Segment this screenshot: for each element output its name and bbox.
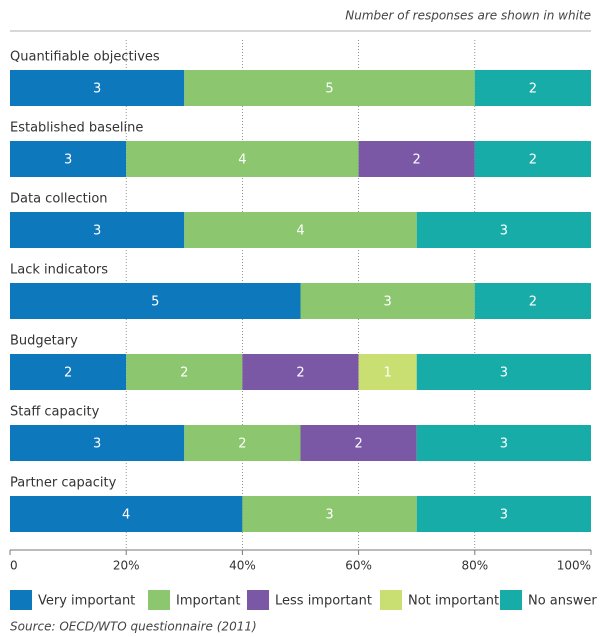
bar-segment bbox=[10, 425, 185, 461]
response-count: 2 bbox=[354, 437, 362, 452]
response-count: 3 bbox=[93, 437, 101, 452]
response-count: 3 bbox=[64, 153, 72, 168]
bar-segment bbox=[416, 354, 591, 390]
bar-segment bbox=[10, 354, 127, 390]
response-count: 4 bbox=[296, 224, 304, 239]
response-count: 2 bbox=[413, 153, 421, 168]
response-count: 4 bbox=[238, 153, 246, 168]
response-count: 2 bbox=[180, 366, 188, 381]
response-count: 2 bbox=[296, 366, 304, 381]
response-count: 2 bbox=[529, 82, 537, 97]
response-count: 2 bbox=[64, 366, 72, 381]
bar-segment bbox=[300, 283, 475, 319]
bar-segment bbox=[358, 141, 475, 177]
response-count: 3 bbox=[325, 508, 333, 523]
bar-segment bbox=[126, 354, 243, 390]
bar-segment bbox=[416, 425, 591, 461]
x-tick-label: 40% bbox=[229, 559, 256, 573]
category-label: Staff capacity bbox=[10, 405, 100, 420]
response-count: 3 bbox=[93, 224, 101, 239]
response-count: 3 bbox=[500, 366, 508, 381]
legend-swatch bbox=[247, 590, 269, 610]
x-tick-label: 0 bbox=[10, 559, 18, 573]
response-count: 3 bbox=[384, 295, 392, 310]
bar-segment bbox=[358, 354, 417, 390]
bar-segment bbox=[242, 354, 359, 390]
category-label: Budgetary bbox=[10, 334, 78, 349]
x-tick-label: 60% bbox=[345, 559, 372, 573]
response-count: 5 bbox=[151, 295, 159, 310]
bar-segment bbox=[10, 141, 127, 177]
response-count: 2 bbox=[529, 153, 537, 168]
legend-label: Very important bbox=[38, 594, 135, 609]
response-count: 3 bbox=[93, 82, 101, 97]
response-count: 5 bbox=[325, 82, 333, 97]
response-count: 4 bbox=[122, 508, 130, 523]
bar-segment bbox=[474, 141, 591, 177]
bar-segment bbox=[300, 425, 417, 461]
bar-segment bbox=[184, 425, 301, 461]
bar-segment bbox=[242, 496, 417, 532]
response-count: 3 bbox=[500, 224, 508, 239]
category-label: Partner capacity bbox=[10, 476, 117, 491]
bar-segment bbox=[474, 70, 591, 106]
bar-segment bbox=[10, 70, 185, 106]
bar-segment bbox=[416, 212, 591, 248]
bar-segment bbox=[184, 70, 475, 106]
response-count: 1 bbox=[384, 366, 392, 381]
category-label: Established baseline bbox=[10, 121, 143, 136]
response-count: 2 bbox=[238, 437, 246, 452]
legend-label: No answer bbox=[528, 594, 597, 609]
bar-segment bbox=[10, 212, 185, 248]
bar-segment bbox=[416, 496, 591, 532]
response-count: 3 bbox=[500, 437, 508, 452]
legend-label: Less important bbox=[275, 594, 372, 609]
legend-swatch bbox=[148, 590, 170, 610]
bar-segment bbox=[474, 283, 591, 319]
legend-swatch bbox=[380, 590, 402, 610]
x-tick-label: 80% bbox=[461, 559, 488, 573]
source-note: Source: OECD/WTO questionnaire (2011) bbox=[10, 620, 257, 634]
legend-label: Not important bbox=[408, 594, 499, 609]
category-label: Data collection bbox=[10, 192, 108, 207]
legend-swatch bbox=[10, 590, 32, 610]
response-count: 2 bbox=[529, 295, 537, 310]
bar-segment bbox=[10, 283, 301, 319]
legend-swatch bbox=[500, 590, 522, 610]
x-tick-label: 20% bbox=[113, 559, 140, 573]
response-count: 3 bbox=[500, 508, 508, 523]
legend-label: Important bbox=[176, 594, 240, 609]
category-label: Lack indicators bbox=[10, 263, 108, 278]
category-label: Quantifiable objectives bbox=[10, 50, 160, 65]
x-tick-label: 100% bbox=[557, 559, 591, 573]
bar-segment bbox=[10, 496, 243, 532]
bar-segment bbox=[126, 141, 359, 177]
bar-segment bbox=[184, 212, 417, 248]
chart-subtitle: Number of responses are shown in white bbox=[345, 9, 591, 23]
